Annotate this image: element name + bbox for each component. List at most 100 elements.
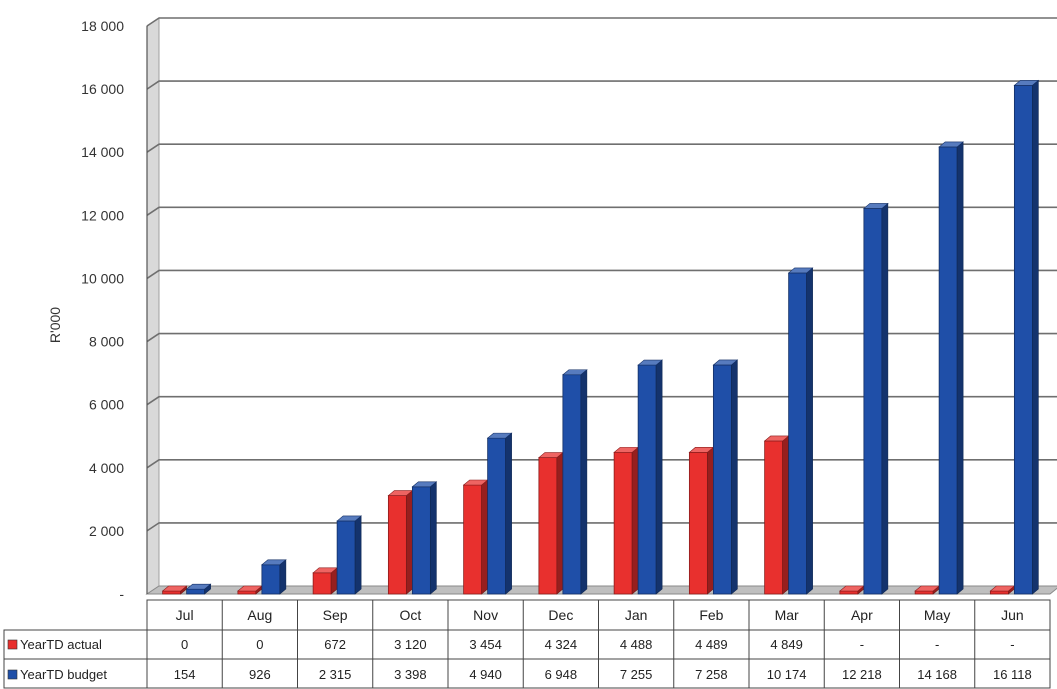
bar-actual-oct — [387, 489, 414, 595]
side-wall — [146, 17, 160, 595]
data-label: 0 — [256, 637, 263, 652]
bar-budget-sep-side — [354, 515, 362, 595]
bar-budget-sep-front — [336, 520, 356, 595]
bar-actual-oct-front — [387, 495, 407, 595]
bar-actual-jun-front — [989, 590, 1009, 595]
y-axis-label: R'000 — [47, 307, 63, 343]
data-label: 10 174 — [767, 667, 807, 682]
bar-budget-feb-front — [712, 364, 732, 595]
gridline — [146, 395, 1057, 406]
bar-budget-apr-front — [863, 208, 883, 595]
bar-actual-nov-front — [463, 484, 483, 595]
bar-budget-jul-front — [186, 588, 206, 595]
bar-budget-apr — [863, 202, 889, 595]
bar-actual-jan-front — [613, 451, 633, 595]
data-label: 0 — [181, 637, 188, 652]
grid — [145, 17, 1057, 595]
bar-budget-nov-front — [487, 437, 507, 595]
bar-budget-jun — [1013, 79, 1040, 595]
category-label: Feb — [699, 607, 723, 623]
data-label: 14 168 — [917, 667, 957, 682]
data-label: 4 940 — [469, 667, 502, 682]
data-label: 4 849 — [770, 637, 803, 652]
bar-budget-feb-top — [712, 359, 739, 366]
data-table: Jul Aug Sep Oct Nov Dec Jan Feb Mar Apr May Jun Year… — [3, 599, 1051, 689]
bar-budget-feb — [712, 359, 739, 595]
legend-swatch — [7, 669, 18, 680]
data-label: - — [935, 637, 939, 652]
legend-swatch — [7, 639, 18, 650]
y-tick-label: 12 000 — [81, 207, 124, 223]
category-label: Jan — [625, 607, 648, 623]
bar-actual-jun — [989, 585, 1016, 595]
bar-budget-mar-front — [788, 272, 808, 595]
gridline — [146, 458, 1057, 469]
y-tick-label: 6 000 — [89, 397, 124, 413]
data-label: 3 454 — [469, 637, 502, 652]
category-label: Sep — [323, 607, 348, 623]
bar-budget-oct — [411, 481, 438, 595]
gridline — [146, 206, 1057, 216]
bar-budget-may — [938, 141, 964, 595]
y-tick-label: - — [119, 586, 124, 602]
bar-budget-apr-side — [881, 202, 889, 595]
data-label: 16 118 — [993, 667, 1032, 682]
bar-actual-jan — [613, 446, 639, 595]
bar-budget-mar-side — [806, 267, 813, 595]
category-label: Apr — [851, 607, 873, 623]
bar-actual-feb-front — [688, 451, 708, 595]
y-axis: - 2 000 4 000 6 000 8 000 10 000 12 000 14 000 1… — [81, 18, 148, 602]
bar-budget-feb-side — [731, 359, 738, 595]
data-label: 7 255 — [620, 667, 653, 682]
bar-actual-dec-front — [538, 457, 558, 595]
bar-budget-apr-top — [863, 203, 889, 209]
bar-actual-oct-side — [406, 489, 413, 595]
bar-budget-oct-top — [411, 481, 438, 488]
bar-actual-mar-front — [764, 440, 784, 595]
bar-budget-may-side — [956, 141, 964, 595]
data-label: 12 218 — [842, 667, 882, 682]
bar-budget-jan-front — [637, 364, 657, 595]
category-label: Oct — [399, 607, 421, 623]
gridline — [146, 332, 1057, 343]
data-label: 3 120 — [394, 637, 427, 652]
bar-budget-jun-top — [1013, 80, 1040, 86]
bar-budget-nov — [486, 432, 513, 595]
bar-actual-jul-front — [162, 590, 182, 595]
bar-budget-sep — [336, 515, 362, 595]
data-label: 6 948 — [545, 667, 578, 682]
gridline — [146, 80, 1057, 90]
bar-budget-jan — [637, 359, 663, 595]
y-tick-label: 10 000 — [81, 270, 124, 286]
bar-budget-mar-top — [787, 267, 814, 274]
bar-budget-sep-top — [336, 515, 362, 522]
bar-budget-dec-side — [580, 369, 588, 595]
y-tick-label: 14 000 — [81, 144, 124, 160]
category-label: Dec — [548, 607, 573, 623]
legend-label: YearTD actual — [20, 637, 102, 652]
bar-actual-feb-side — [707, 446, 714, 595]
bar-actual-jul — [161, 585, 188, 595]
data-label: 4 488 — [620, 637, 653, 652]
data-label: 154 — [174, 667, 196, 682]
y-tick-label: 2 000 — [89, 523, 124, 539]
bar-actual-nov-side — [481, 479, 488, 595]
floor — [145, 585, 1057, 595]
bar-budget-may-top — [938, 141, 964, 148]
bar-budget-jul-top — [185, 583, 212, 590]
bar-budget-dec-front — [562, 374, 582, 595]
category-label: Nov — [473, 607, 498, 623]
category-label: Jul — [176, 607, 194, 623]
bar-actual-aug-front — [237, 590, 257, 595]
data-label: 3 398 — [394, 667, 427, 682]
bar-budget-aug-side — [279, 559, 287, 595]
bar-budget-nov-side — [505, 432, 512, 595]
back-wall — [158, 17, 1057, 587]
category-label: Mar — [775, 607, 799, 623]
gridline — [146, 522, 1057, 532]
bar-budget-jun-front — [1013, 84, 1033, 595]
bar-budget-mar — [787, 267, 814, 595]
bar-actual-mar — [763, 435, 790, 595]
gridline — [146, 269, 1057, 280]
